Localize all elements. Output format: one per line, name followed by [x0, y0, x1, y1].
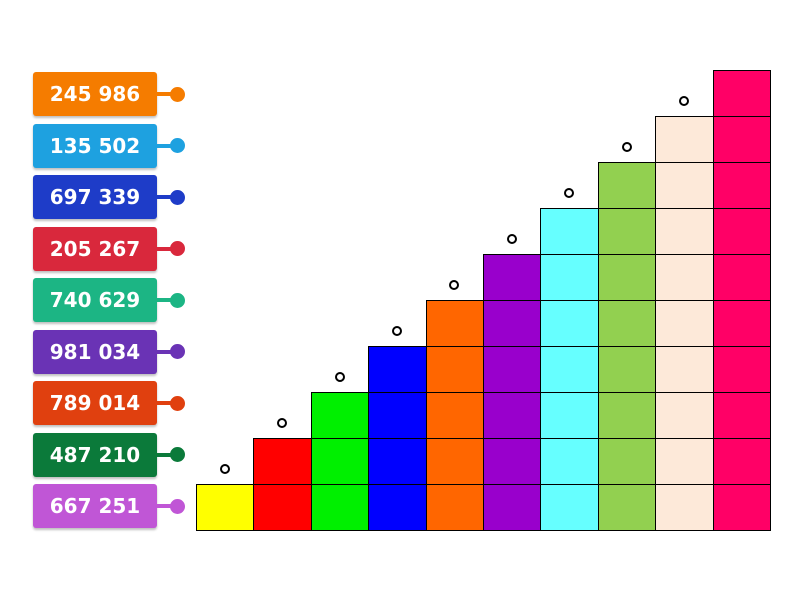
- answer-card[interactable]: 740 629: [33, 278, 157, 322]
- block: [483, 346, 542, 393]
- connector-dot: [170, 395, 185, 411]
- drop-target[interactable]: [219, 464, 230, 474]
- block: [712, 254, 771, 301]
- block: [655, 392, 714, 439]
- connector: [157, 401, 173, 405]
- block: [425, 300, 484, 347]
- answer-card[interactable]: 245 986: [33, 72, 157, 116]
- answer-card[interactable]: 789 014: [33, 381, 157, 425]
- block: [655, 484, 714, 531]
- block: [712, 300, 771, 347]
- block: [483, 300, 542, 347]
- block: [597, 162, 657, 209]
- block: [310, 484, 370, 531]
- answer-card[interactable]: 697 339: [33, 175, 157, 219]
- block: [368, 346, 427, 393]
- connector: [157, 298, 173, 302]
- block: [540, 346, 599, 393]
- block: [655, 162, 714, 209]
- block: [196, 484, 255, 531]
- block: [597, 438, 657, 485]
- block: [540, 484, 599, 531]
- connector-dot: [170, 498, 185, 514]
- block: [712, 162, 771, 209]
- connector: [157, 246, 173, 251]
- block: [483, 438, 542, 485]
- block: [655, 300, 714, 347]
- block: [540, 392, 599, 439]
- block: [712, 484, 771, 531]
- drop-target[interactable]: [449, 280, 460, 290]
- connector: [157, 452, 173, 457]
- block: [540, 300, 599, 347]
- block: [712, 346, 771, 393]
- block: [253, 484, 312, 531]
- drop-target[interactable]: [277, 418, 288, 428]
- block: [253, 438, 312, 485]
- connector-dot: [170, 189, 185, 205]
- drop-target[interactable]: [678, 96, 689, 106]
- block: [368, 484, 427, 531]
- connector: [157, 349, 173, 354]
- block: [368, 392, 427, 439]
- drop-target[interactable]: [391, 326, 402, 336]
- block: [712, 70, 771, 117]
- block: [655, 438, 714, 485]
- drop-target[interactable]: [506, 234, 517, 244]
- connector: [157, 195, 173, 199]
- block: [655, 208, 714, 255]
- answer-card[interactable]: 981 034: [33, 329, 157, 374]
- connector: [157, 92, 173, 96]
- answer-card[interactable]: 205 267: [33, 226, 157, 271]
- answer-card[interactable]: 135 502: [33, 123, 157, 168]
- block: [597, 346, 657, 393]
- connector: [157, 143, 173, 148]
- block: [712, 392, 771, 439]
- block: [712, 208, 771, 255]
- connector-dot: [170, 344, 185, 359]
- block: [597, 254, 657, 301]
- block: [425, 346, 484, 393]
- connector: [157, 504, 173, 508]
- answer-card[interactable]: 667 251: [33, 484, 157, 528]
- connector-dot: [170, 292, 185, 308]
- block: [712, 116, 771, 163]
- block: [712, 438, 771, 485]
- block: [655, 116, 714, 163]
- block: [425, 392, 484, 439]
- connector-dot: [170, 138, 185, 153]
- block: [540, 208, 599, 255]
- block: [597, 484, 657, 531]
- block: [483, 254, 542, 301]
- drop-target[interactable]: [621, 142, 632, 152]
- answer-card[interactable]: 487 210: [33, 432, 157, 477]
- block: [425, 438, 484, 485]
- block: [483, 392, 542, 439]
- block: [597, 300, 657, 347]
- block: [597, 208, 657, 255]
- drop-target[interactable]: [334, 372, 345, 382]
- block: [483, 484, 542, 531]
- block: [655, 254, 714, 301]
- connector-dot: [170, 447, 185, 462]
- block: [540, 438, 599, 485]
- connector-dot: [170, 241, 185, 256]
- block: [540, 254, 599, 301]
- connector-dot: [170, 86, 185, 102]
- block: [655, 346, 714, 393]
- block: [310, 392, 370, 439]
- block: [425, 484, 484, 531]
- block: [368, 438, 427, 485]
- block: [310, 438, 370, 485]
- drop-target[interactable]: [564, 188, 575, 198]
- block: [597, 392, 657, 439]
